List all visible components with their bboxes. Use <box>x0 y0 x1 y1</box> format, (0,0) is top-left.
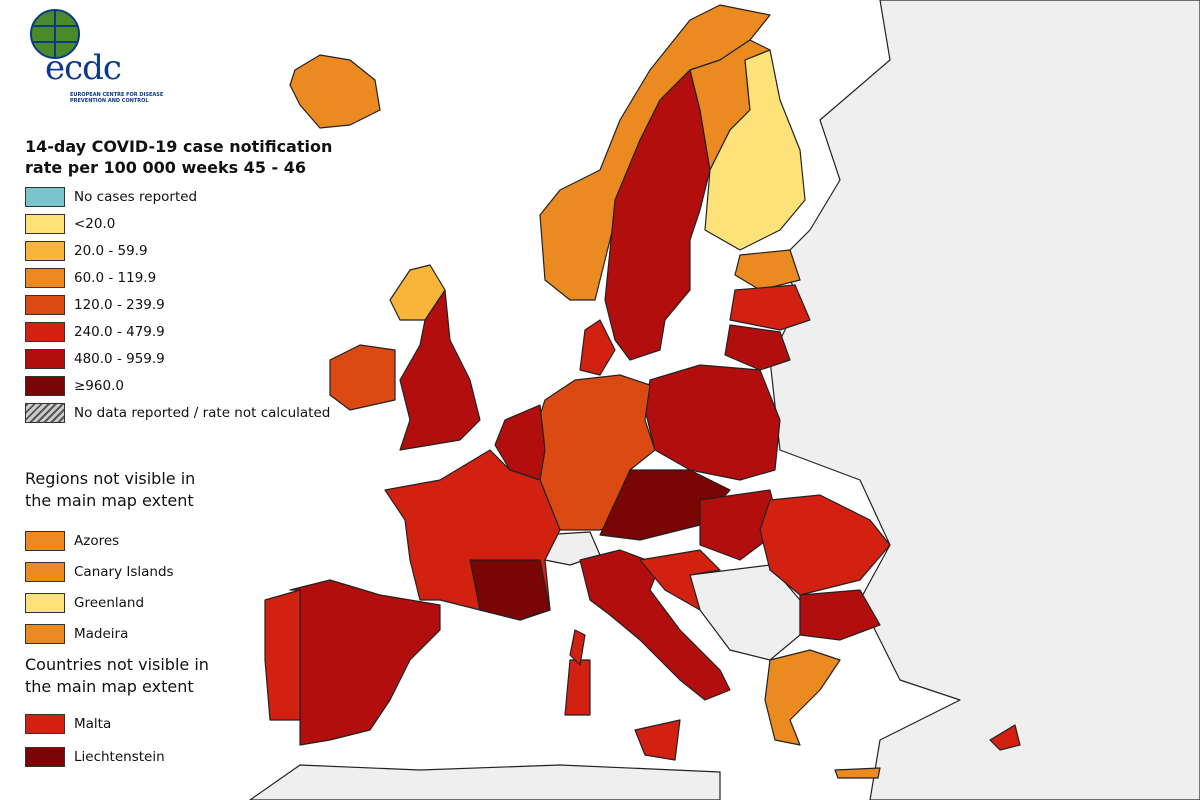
legend-label: Liechtenstein <box>74 749 165 765</box>
legend-swatch <box>25 349 65 369</box>
legend-item: Liechtenstein <box>25 747 165 767</box>
legend-label: 480.0 - 959.9 <box>74 351 165 367</box>
legend-swatch <box>25 322 65 342</box>
legend-label: No cases reported <box>74 189 198 205</box>
legend-label: 120.0 - 239.9 <box>74 297 165 313</box>
legend-label: Madeira <box>74 626 129 642</box>
legend-label: Canary Islands <box>74 564 174 580</box>
legend-swatch <box>25 403 65 423</box>
legend-swatch <box>25 214 65 234</box>
legend-label: 60.0 - 119.9 <box>74 270 157 286</box>
legend-label: Greenland <box>74 595 145 611</box>
legend-item: Madeira <box>25 624 128 644</box>
legend-item: 120.0 - 239.9 <box>25 295 165 315</box>
legend-swatch <box>25 295 65 315</box>
logo-subtitle: EUROPEAN CENTRE FOR DISEASE PREVENTION A… <box>70 92 164 104</box>
legend-label: Malta <box>74 716 112 732</box>
regions-title: Regions not visible in the main map exte… <box>25 469 196 510</box>
legend-swatch <box>25 376 65 396</box>
logo-text: ecdc <box>45 48 122 88</box>
legend-item: 60.0 - 119.9 <box>25 268 156 288</box>
legend-item: Canary Islands <box>25 562 174 582</box>
legend-swatch <box>25 562 65 582</box>
legend-label: 20.0 - 59.9 <box>74 243 148 259</box>
eu-regions <box>264 4 1021 779</box>
legend-item: <20.0 <box>25 214 115 234</box>
legend-item: Malta <box>25 714 111 734</box>
legend-item: ≥960.0 <box>25 376 124 396</box>
legend-swatch <box>25 241 65 261</box>
legend-swatch <box>25 268 65 288</box>
legend-item: Greenland <box>25 593 144 613</box>
legend-label: 240.0 - 479.9 <box>74 324 165 340</box>
logo: ecdc EUROPEAN CENTRE FOR DISEASE PREVENT… <box>25 6 163 104</box>
legend-item: Azores <box>25 531 119 551</box>
legend-swatch <box>25 714 65 734</box>
legend-swatch <box>25 531 65 551</box>
non-eu-land <box>249 0 1200 800</box>
legend-item: No cases reported <box>25 187 197 207</box>
logo-globe <box>30 9 80 59</box>
legend-item: 20.0 - 59.9 <box>25 241 148 261</box>
legend-item: 240.0 - 479.9 <box>25 322 165 342</box>
legend-swatch <box>25 593 65 613</box>
countries-title: Countries not visible in the main map ex… <box>25 655 209 696</box>
legend-label: Azores <box>74 533 120 549</box>
legend-swatch <box>25 187 65 207</box>
legend-swatch <box>25 747 65 767</box>
legend-item: No data reported / rate not calculated <box>25 403 330 423</box>
legend-title: 14-day COVID-19 case notification rate p… <box>25 137 333 177</box>
legend-label: <20.0 <box>74 216 116 232</box>
legend-label: ≥960.0 <box>74 378 124 394</box>
legend-swatch <box>25 624 65 644</box>
legend-label: No data reported / rate not calculated <box>74 405 331 421</box>
legend-item: 480.0 - 959.9 <box>25 349 165 369</box>
